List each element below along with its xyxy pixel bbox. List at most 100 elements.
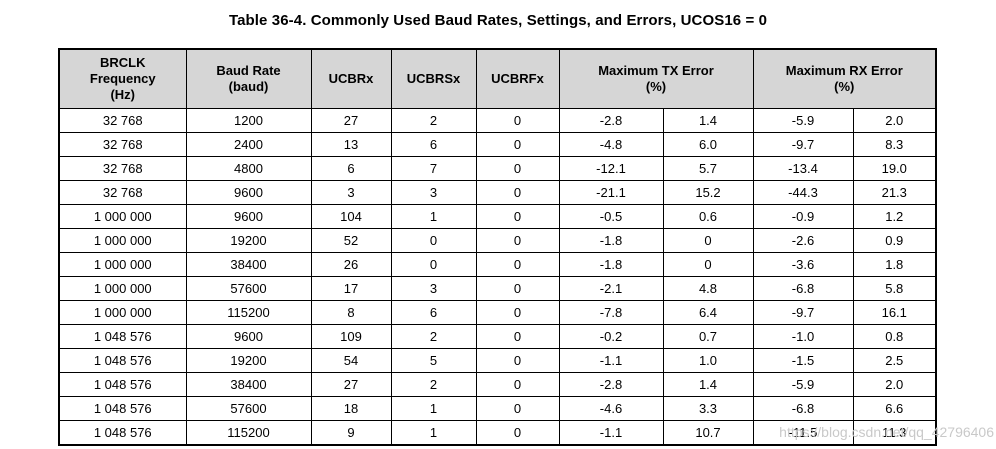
table-cell: 8 (310, 300, 392, 325)
table-cell: 15.2 (662, 180, 754, 205)
table-cell: 104 (310, 204, 392, 229)
baud-rate-table: BRCLK Frequency (Hz) Baud Rate (baud) UC… (58, 48, 938, 446)
table-cell: 6 (390, 300, 477, 325)
table-row: 1 000 000 115200 8 6 0 -7.8 6.4 -9.7 16.1 (58, 300, 937, 325)
table-cell: 0 (475, 300, 560, 325)
table-cell: -13.4 (752, 156, 854, 181)
table-cell: 1 000 000 (58, 300, 187, 325)
header-ucbrsx: UCBRSx (390, 48, 477, 109)
table-cell: 4800 (185, 156, 312, 181)
table-cell: 6 (310, 156, 392, 181)
table-cell: 5.7 (662, 156, 754, 181)
table-cell: 0 (475, 348, 560, 373)
table-cell: 6.0 (662, 132, 754, 157)
table-cell: 2 (390, 108, 477, 133)
table-cell: 38400 (185, 252, 312, 277)
table-cell: -6.8 (752, 276, 854, 301)
table-cell: 2.0 (852, 372, 937, 397)
table-cell: -9.7 (752, 300, 854, 325)
table-row: 32 768 9600 3 3 0 -21.1 15.2 -44.3 21.3 (58, 180, 937, 205)
table-cell: -5.9 (752, 372, 854, 397)
table-cell: 19200 (185, 348, 312, 373)
table-cell: -11.5 (752, 420, 854, 446)
table-cell: 0.8 (852, 324, 937, 349)
table-cell: 1 048 576 (58, 420, 187, 446)
table-cell: 2 (390, 324, 477, 349)
table-cell: 115200 (185, 420, 312, 446)
table-row: 32 768 2400 13 6 0 -4.8 6.0 -9.7 8.3 (58, 132, 937, 157)
table-cell: 1 (390, 204, 477, 229)
table-cell: 1 048 576 (58, 324, 187, 349)
table-cell: 0 (475, 132, 560, 157)
table-row: 32 768 1200 27 2 0 -2.8 1.4 -5.9 2.0 (58, 108, 937, 133)
table-cell: 5 (390, 348, 477, 373)
table-row: 1 048 576 57600 18 1 0 -4.6 3.3 -6.8 6.6 (58, 396, 937, 421)
header-max-rx-error: Maximum RX Error (%) (752, 48, 937, 109)
table-row: 1 000 000 19200 52 0 0 -1.8 0 -2.6 0.9 (58, 228, 937, 253)
table-cell: 0 (475, 276, 560, 301)
table-cell: 27 (310, 372, 392, 397)
table-cell: 54 (310, 348, 392, 373)
table-cell: -2.8 (558, 372, 664, 397)
table-cell: 1.8 (852, 252, 937, 277)
table-cell: 6 (390, 132, 477, 157)
table-cell: -1.0 (752, 324, 854, 349)
table-cell: 4.8 (662, 276, 754, 301)
table-cell: 0 (475, 204, 560, 229)
table-cell: 2400 (185, 132, 312, 157)
table-cell: 0 (662, 252, 754, 277)
table-cell: 1 000 000 (58, 228, 187, 253)
table-cell: 9600 (185, 180, 312, 205)
table-cell: 3 (310, 180, 392, 205)
table-cell: 1.4 (662, 372, 754, 397)
table-cell: 11.3 (852, 420, 937, 446)
table-cell: -1.1 (558, 420, 664, 446)
table-cell: 19.0 (852, 156, 937, 181)
table-cell: 1200 (185, 108, 312, 133)
table-cell: -0.5 (558, 204, 664, 229)
table-cell: 32 768 (58, 132, 187, 157)
table-title: Table 36-4. Commonly Used Baud Rates, Se… (228, 12, 768, 29)
table-cell: 0.7 (662, 324, 754, 349)
table-cell: -44.3 (752, 180, 854, 205)
table-cell: -1.8 (558, 228, 664, 253)
table-cell: -0.9 (752, 204, 854, 229)
header-row: BRCLK Frequency (Hz) Baud Rate (baud) UC… (58, 48, 937, 109)
table-cell: 32 768 (58, 108, 187, 133)
table-cell: 6.4 (662, 300, 754, 325)
table-cell: 0 (662, 228, 754, 253)
table-cell: -5.9 (752, 108, 854, 133)
table-cell: -9.7 (752, 132, 854, 157)
table-cell: 1 000 000 (58, 276, 187, 301)
table-cell: 18 (310, 396, 392, 421)
table-cell: -4.8 (558, 132, 664, 157)
table-cell: 1 048 576 (58, 396, 187, 421)
table-cell: 32 768 (58, 180, 187, 205)
table-cell: 0.9 (852, 228, 937, 253)
table-cell: 2 (390, 372, 477, 397)
table-cell: 3 (390, 180, 477, 205)
table-cell: -0.2 (558, 324, 664, 349)
table-cell: 7 (390, 156, 477, 181)
table-cell: -1.1 (558, 348, 664, 373)
table-cell: 0 (475, 156, 560, 181)
header-ucbrx: UCBRx (310, 48, 392, 109)
table-cell: 1 000 000 (58, 204, 187, 229)
table-cell: -2.1 (558, 276, 664, 301)
header-brclk-frequency: BRCLK Frequency (Hz) (58, 48, 187, 109)
table-row: 32 768 4800 6 7 0 -12.1 5.7 -13.4 19.0 (58, 156, 937, 181)
table-cell: 0 (390, 228, 477, 253)
table-cell: 9 (310, 420, 392, 446)
table-cell: 1 048 576 (58, 372, 187, 397)
table-cell: 115200 (185, 300, 312, 325)
header-max-tx-error: Maximum TX Error (%) (558, 48, 754, 109)
table-cell: 21.3 (852, 180, 937, 205)
table-cell: -1.8 (558, 252, 664, 277)
table-cell: 9600 (185, 324, 312, 349)
table-cell: 52 (310, 228, 392, 253)
table-cell: 8.3 (852, 132, 937, 157)
table-cell: 2.0 (852, 108, 937, 133)
table-cell: -21.1 (558, 180, 664, 205)
table-body: 32 768 1200 27 2 0 -2.8 1.4 -5.9 2.0 32 768 2400 13… (58, 108, 937, 446)
